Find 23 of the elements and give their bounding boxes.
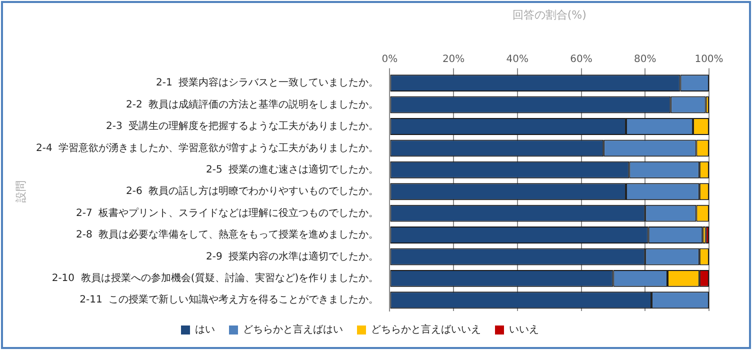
- y-tick-label: 2-10 教員は授業への参加機会(質疑、討論、実習など)を作りましたか。: [52, 272, 379, 284]
- legend-label: いいえ: [509, 324, 539, 336]
- y-axis-title: 設問: [14, 180, 28, 203]
- x-axis-title: 回答の割合(%): [512, 8, 586, 22]
- x-tick-label: 40%: [506, 54, 529, 65]
- legend-label: どちらかと言えばはい: [243, 324, 343, 336]
- y-tick-label: 2-8 教員は必要な準備をして、熱意をもって授業を進めましたか。: [76, 228, 379, 241]
- y-tick-label: 2-1 授業内容はシラバスと一致していましたか。: [156, 76, 379, 89]
- legend-label: はい: [195, 324, 215, 336]
- y-tick-label: 2-3 受講生の理解度を把握するような工夫がありましたか。: [106, 120, 379, 132]
- y-tick-label: 2-6 教員の話し方は明瞭でわかりやすいものでしたか。: [126, 185, 379, 198]
- x-tick-label: 100%: [694, 54, 724, 65]
- x-tick-label: 20%: [442, 54, 465, 65]
- x-tick-label: 0%: [382, 54, 398, 65]
- x-tick-label: 80%: [634, 54, 656, 65]
- y-tick-label: 2-2 教員は成績評価の方法と基準の説明をしましたか。: [126, 98, 379, 110]
- y-tick-label: 2-5 授業の進む速さは適切でしたか。: [206, 163, 379, 176]
- x-tick-label: 60%: [570, 54, 592, 65]
- legend-label: どちらかと言えばいいえ: [371, 324, 481, 336]
- y-tick-label: 2-4 学習意欲が湧きましたか、学習意欲が増すような工夫がありましたか。: [36, 142, 379, 154]
- y-tick-label: 2-11 この授業で新しい知識や考え方を得ることができましたか。: [80, 294, 379, 306]
- y-tick-label: 2-7 板書やプリント、スライドなどは理解に役立つものでしたか。: [76, 206, 379, 219]
- y-tick-label: 2-9 授業内容の水準は適切でしたか。: [206, 250, 379, 262]
